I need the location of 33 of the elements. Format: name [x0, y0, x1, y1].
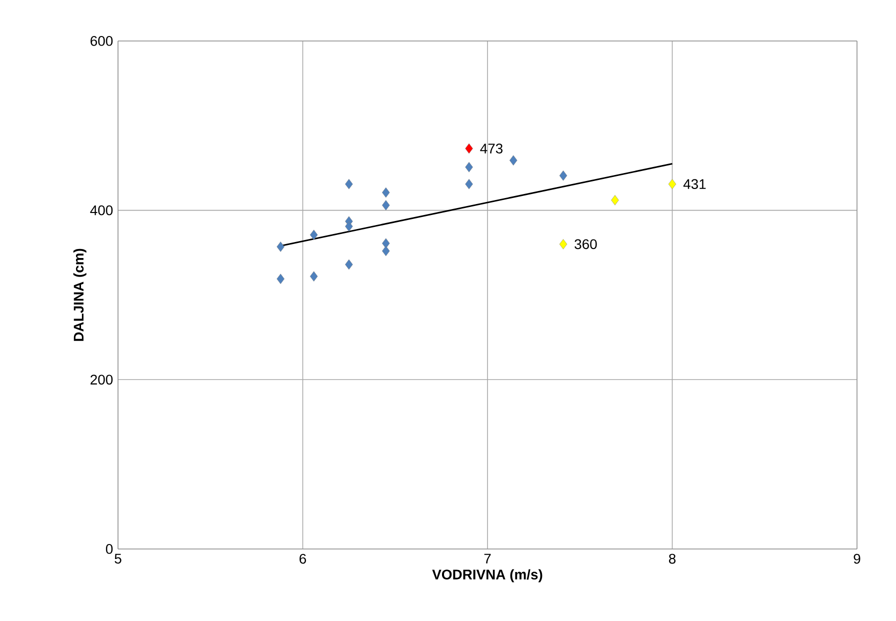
- point: [611, 195, 619, 206]
- point: [345, 178, 353, 190]
- x-axis-title: VODRIVNA (m/s): [432, 569, 542, 582]
- point: [382, 238, 390, 248]
- point: [345, 259, 353, 270]
- y-tick-label: 600: [90, 36, 113, 46]
- x-tick-label: 6: [300, 554, 306, 564]
- x-tick-label: 8: [668, 554, 676, 564]
- data-label: 360: [574, 239, 597, 250]
- point: [559, 170, 568, 181]
- point: [559, 239, 568, 250]
- point: [465, 178, 473, 190]
- point: [345, 221, 353, 232]
- x-tick-label: 9: [854, 554, 860, 564]
- point: [465, 162, 473, 172]
- point: [382, 187, 390, 198]
- y-tick-label: 0: [106, 544, 113, 554]
- point: [310, 230, 318, 240]
- point: [382, 200, 390, 210]
- x-tick-label: 7: [484, 554, 491, 564]
- y-tick-label: 400: [90, 205, 113, 216]
- point: [465, 143, 473, 154]
- point: [276, 274, 284, 284]
- y-axis-title: DALJINA (cm): [73, 248, 86, 341]
- point: [668, 178, 676, 190]
- x-tick-label: 5: [114, 554, 122, 564]
- point: [276, 242, 284, 252]
- data-label: 473: [480, 144, 503, 154]
- point: [382, 246, 390, 256]
- data-label: 431: [683, 179, 706, 190]
- y-tick-label: 200: [90, 374, 113, 385]
- point: [509, 155, 518, 166]
- point: [310, 271, 318, 282]
